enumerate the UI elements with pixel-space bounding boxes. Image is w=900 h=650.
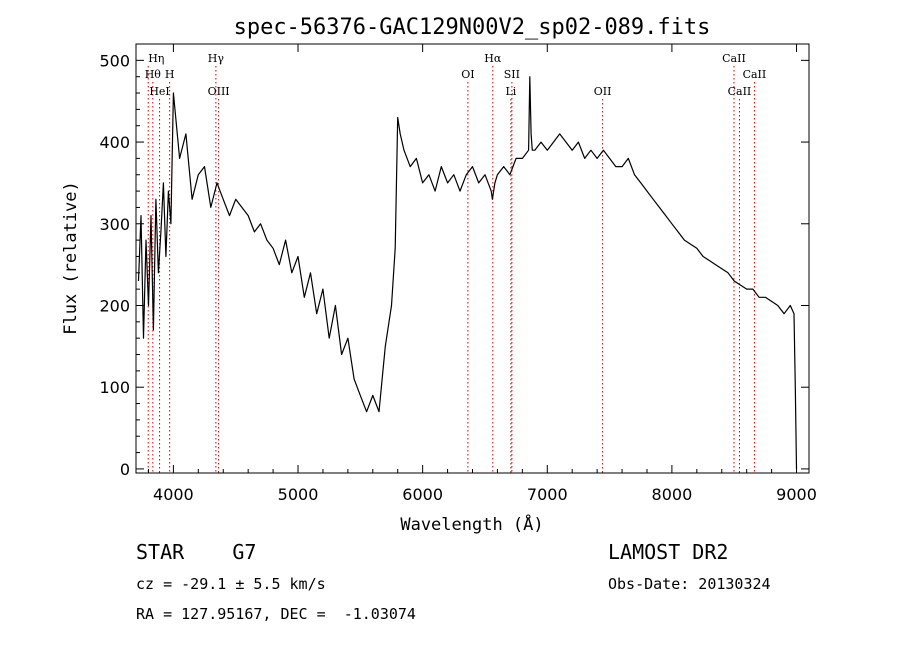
marker-label-11: CaII xyxy=(722,52,746,65)
marker-label-4: Hγ xyxy=(208,52,225,65)
marker-label-6: OI xyxy=(461,68,474,81)
survey-name: LAMOST DR2 xyxy=(608,540,729,564)
marker-label-9: Li xyxy=(505,85,516,98)
marker-label-8: SII xyxy=(504,68,520,81)
x-tick-label-6000: 6000 xyxy=(402,485,443,504)
x-axis-ticks: 4000 5000 6000 7000 8000 9000 xyxy=(147,44,817,504)
x-tick-label-5000: 5000 xyxy=(278,485,319,504)
x-tick-label-8000: 8000 xyxy=(652,485,693,504)
chart-title: spec-56376-GAC129N00V2_sp02-089.fits xyxy=(234,15,711,40)
marker-label-1: Hθ xyxy=(145,68,162,81)
spectrum-line-0 xyxy=(137,76,798,469)
marker-label-13: CaII xyxy=(743,68,767,81)
x-tick-label-7000: 7000 xyxy=(527,485,568,504)
y-tick-label-300: 300 xyxy=(99,215,130,234)
coordinates: RA = 127.95167, DEC = -1.03074 xyxy=(136,605,416,623)
y-axis-ticks: 0 100 200 300 400 500 xyxy=(99,51,809,479)
y-tick-label-100: 100 xyxy=(99,378,130,397)
marker-label-7: Hα xyxy=(484,52,502,65)
obs-date: Obs-Date: 20130324 xyxy=(608,575,771,593)
y-axis-label: Flux (relative) xyxy=(61,181,81,335)
y-tick-label-400: 400 xyxy=(99,133,130,152)
y-tick-label-200: 200 xyxy=(99,296,130,315)
spectrum-series xyxy=(137,76,798,469)
y-tick-label-0: 0 xyxy=(120,460,130,479)
marker-label-2: HeI xyxy=(149,85,169,98)
marker-label-3: H xyxy=(165,68,175,81)
object-class: STAR G7 xyxy=(136,540,257,564)
marker-label-12: CaII xyxy=(728,85,752,98)
marker-label-10: OII xyxy=(594,85,612,98)
y-tick-label-500: 500 xyxy=(99,51,130,70)
x-tick-label-9000: 9000 xyxy=(776,485,817,504)
redshift-info: cz = -29.1 ± 5.5 km/s xyxy=(136,575,326,593)
plot-frame xyxy=(135,43,810,474)
marker-label-0: Hη xyxy=(148,52,164,65)
x-tick-label-4000: 4000 xyxy=(153,485,194,504)
x-axis-label: Wavelength (Å) xyxy=(400,513,543,535)
marker-label-5: OIII xyxy=(208,85,230,98)
